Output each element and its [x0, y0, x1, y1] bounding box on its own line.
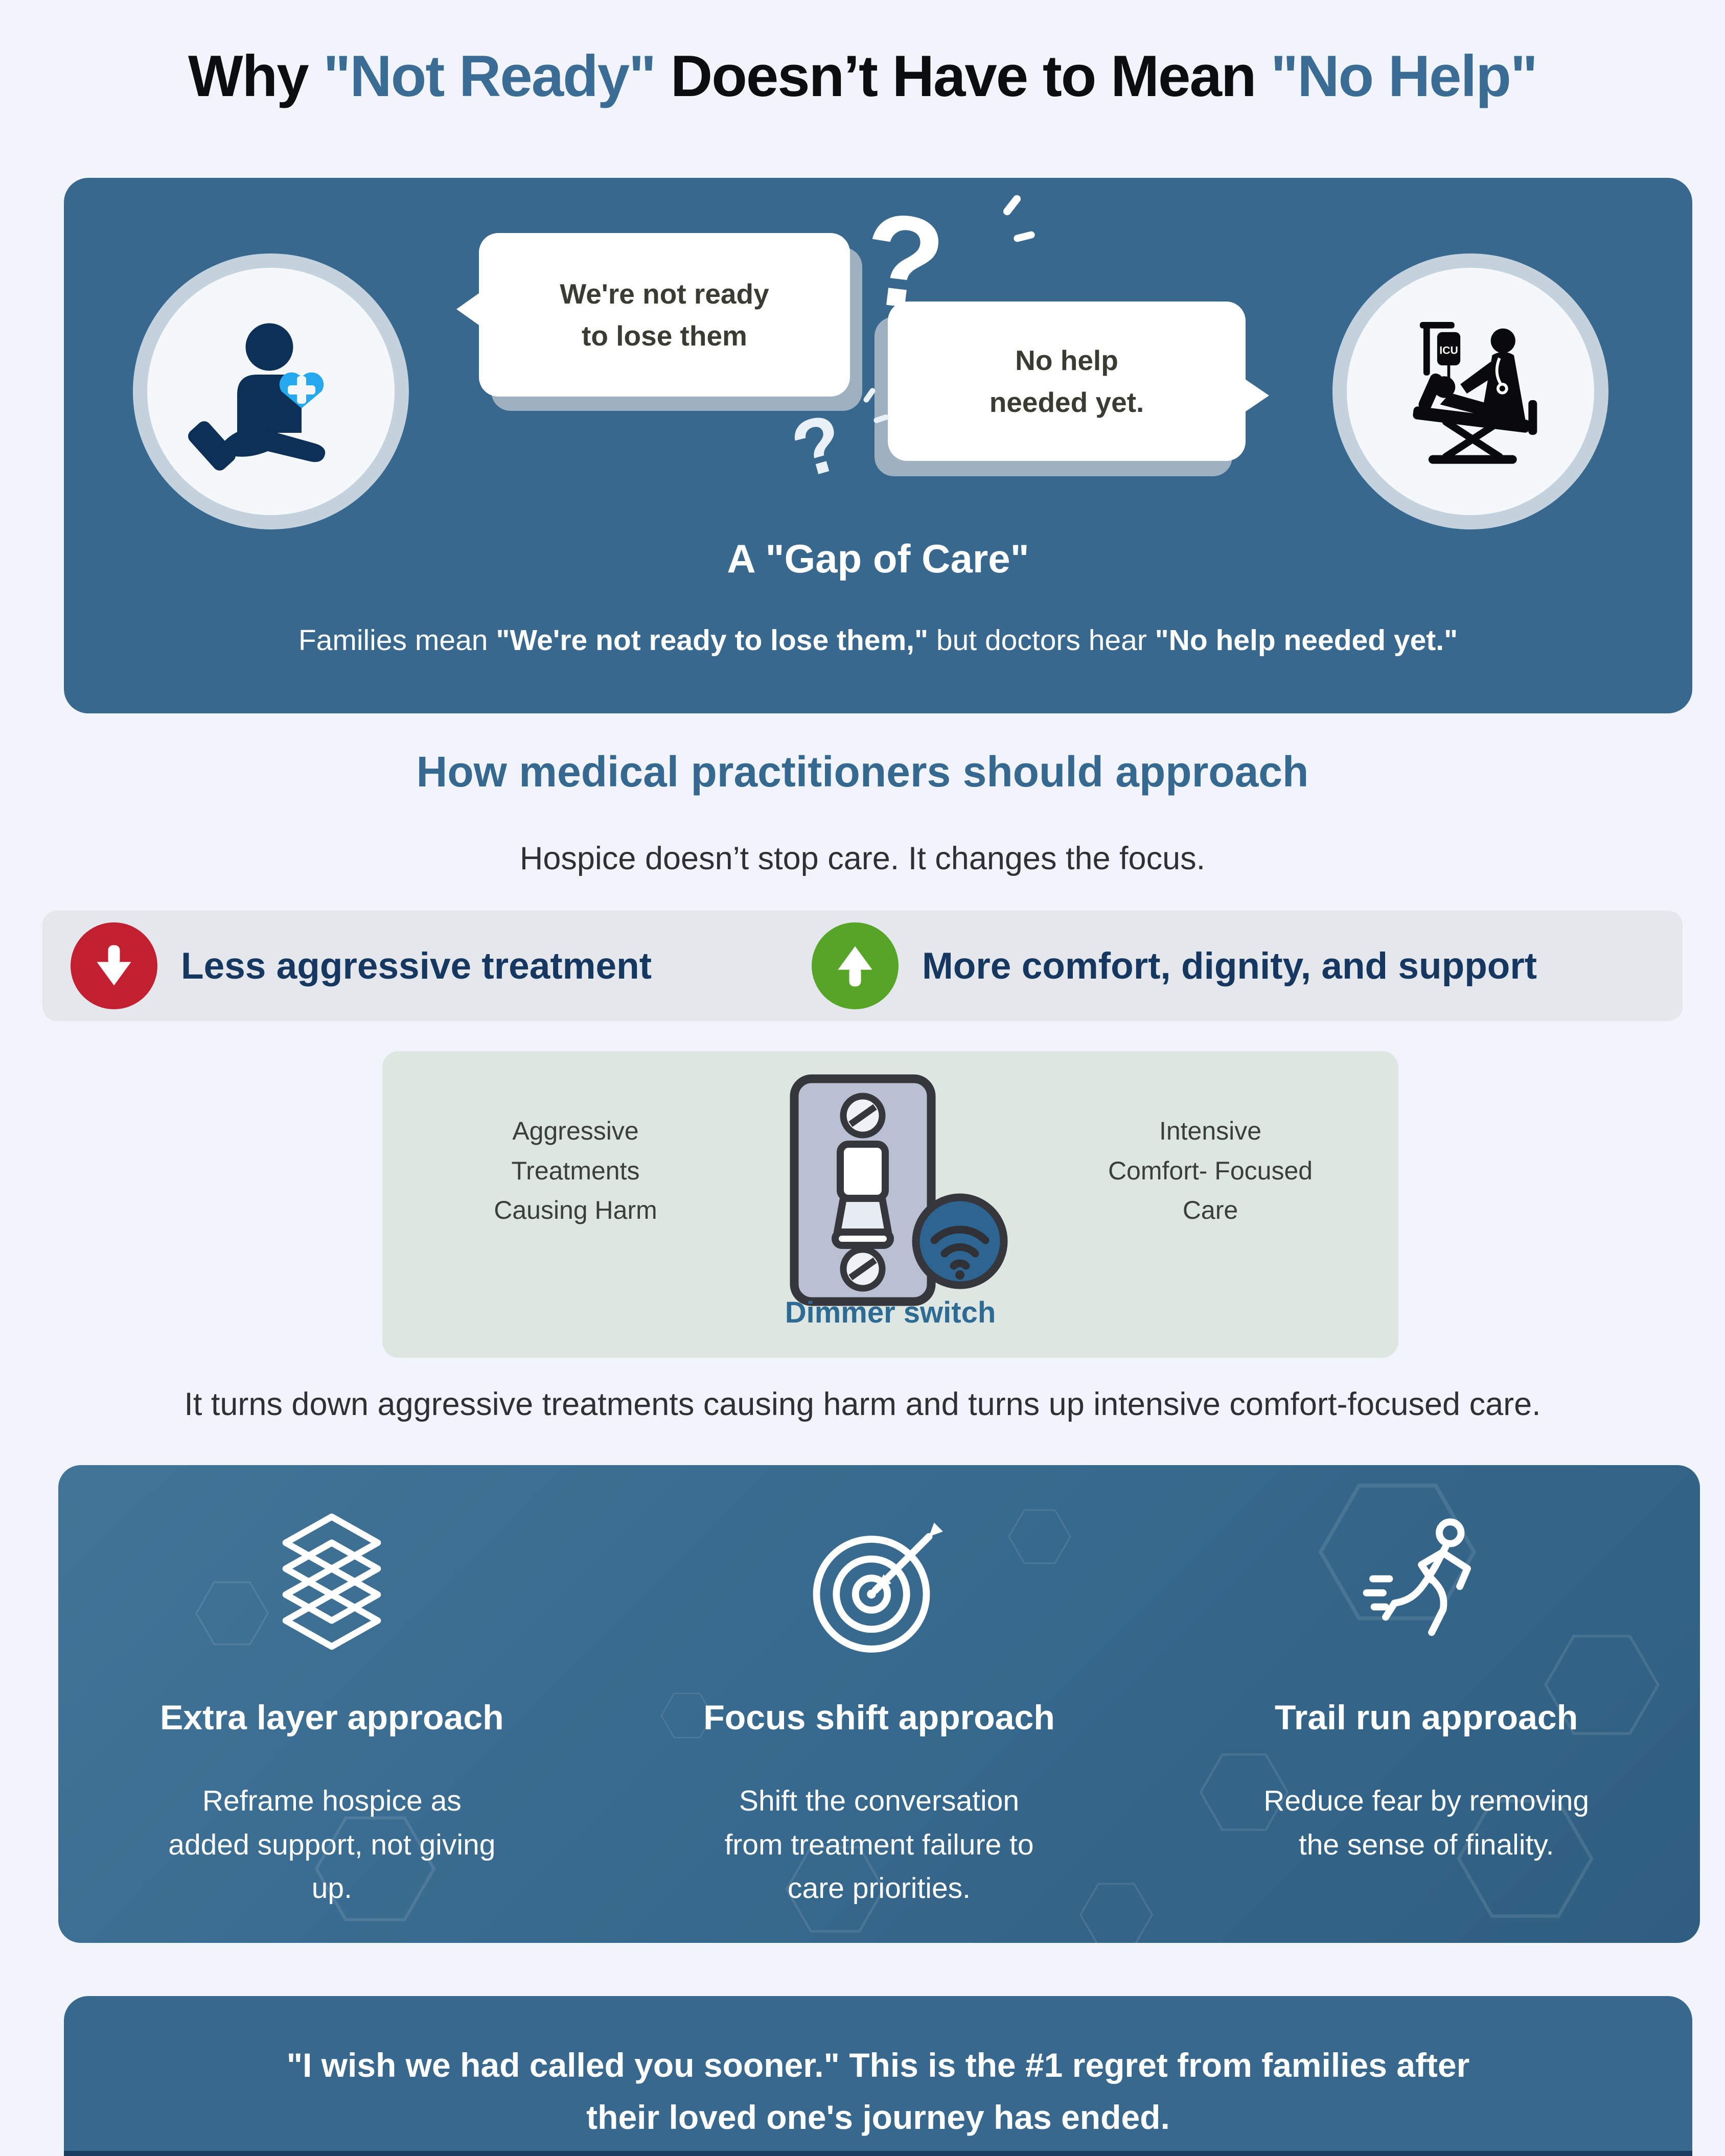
layers-icon-box: [255, 1509, 408, 1662]
left-line-3: Causing Harm: [494, 1196, 657, 1224]
approach-title: Trail run approach: [1275, 1698, 1578, 1737]
family-speech-bubble: We're not ready to lose them: [456, 233, 850, 397]
dimmer-switch-label: Dimmer switch: [785, 1296, 996, 1329]
statement-middle: but doctors hear: [928, 624, 1155, 657]
title-highlight-no-help: "No Help": [1271, 44, 1538, 109]
icu-bag-label: ICU: [1439, 344, 1458, 356]
target-arrow-icon: [813, 1522, 943, 1653]
emphasis-dash: [1001, 193, 1023, 217]
tradeoff-bar: Less aggressive treatment More comfort, …: [42, 911, 1683, 1021]
runner-icon: [1363, 1518, 1471, 1636]
target-icon-box: [802, 1509, 956, 1662]
doctor-patient-bed-icon: ICU: [1413, 322, 1537, 464]
statement-doctor-quote: "No help needed yet.": [1155, 624, 1458, 657]
title-part2: Doesn’t Have to Mean: [655, 44, 1271, 109]
dimmer-switch-icon: [790, 1074, 936, 1306]
statement-family-quote: "We're not ready to lose them,": [496, 624, 929, 657]
up-arrow-icon: [838, 946, 872, 987]
dimmer-switch-illustration: [786, 1073, 939, 1308]
emphasis-dash: [873, 413, 889, 424]
down-arrow-icon: [97, 945, 131, 986]
approaches-panel: Extra layer approach Reframe hospice as …: [58, 1465, 1700, 1943]
more-comfort-group: More comfort, dignity, and support: [812, 911, 1537, 1021]
gap-of-care-heading: A "Gap of Care": [727, 536, 1029, 581]
gap-of-care-statement: Families mean "We're not ready to lose t…: [64, 623, 1692, 657]
dimmer-explanation: It turns down aggressive treatments caus…: [184, 1386, 1541, 1422]
question-mark-icon: ?: [782, 397, 854, 495]
approach-description: Reduce fear by removing the sense of fin…: [1263, 1784, 1590, 1861]
title-part1: Why: [188, 44, 324, 109]
approach-description: Shift the conversation from treatment fa…: [724, 1784, 1034, 1905]
doctor-bubble-line1: No help: [1015, 344, 1118, 376]
left-line-2: Treatments: [511, 1156, 640, 1185]
approach-description: Reframe hospice as added support, not gi…: [168, 1784, 496, 1905]
less-treatment-group: Less aggressive treatment: [71, 911, 652, 1021]
caregiver-hand-heart-icon: [188, 323, 326, 471]
less-treatment-label: Less aggressive treatment: [181, 945, 652, 987]
approach-title: Focus shift approach: [703, 1698, 1055, 1737]
up-arrow-badge: [812, 922, 899, 1009]
dimmer-switch-card: Aggressive Treatments Causing Harm: [382, 1051, 1398, 1358]
family-circle: [133, 253, 409, 529]
approach-title: Extra layer approach: [159, 1698, 504, 1737]
title-highlight-not-ready: "Not Ready": [323, 44, 656, 109]
trail-run-column: Trail run approach Reduce fear by removi…: [1153, 1465, 1700, 1943]
wifi-icon: [912, 1193, 1008, 1289]
gap-of-care-panel: We're not ready to lose them ? No help n…: [64, 178, 1692, 713]
right-line-2: Comfort- Focused: [1108, 1156, 1313, 1185]
regret-quote-panel: "I wish we had called you sooner." This …: [64, 1996, 1692, 2156]
right-line-3: Care: [1182, 1196, 1238, 1224]
quote-line1: "I wish we had called you sooner." This …: [286, 2046, 1470, 2084]
smart-control-button: [909, 1190, 1011, 1292]
family-bubble-line1: We're not ready: [560, 277, 769, 310]
runner-icon-box: [1350, 1509, 1503, 1662]
more-comfort-label: More comfort, dignity, and support: [922, 945, 1537, 987]
bottom-divider: [64, 2151, 1692, 2156]
emphasis-dash: [862, 387, 877, 404]
medical-heart: [279, 372, 324, 408]
focus-shift-column: Focus shift approach Shift the conversat…: [606, 1465, 1153, 1943]
approach-section-heading: How medical practitioners should approac…: [416, 748, 1309, 796]
statement-lead: Families mean: [298, 624, 496, 657]
down-arrow-badge: [71, 922, 157, 1009]
comfort-care-label: Intensive Comfort- Focused Care: [1057, 1111, 1364, 1231]
emphasis-dash: [1013, 230, 1036, 243]
bubble-tail-left: [456, 292, 481, 327]
page-title: Why "Not Ready" Doesn’t Have to Mean "No…: [0, 43, 1725, 110]
extra-layer-column: Extra layer approach Reframe hospice as …: [58, 1465, 606, 1943]
right-line-1: Intensive: [1159, 1117, 1262, 1145]
quote-line2: their loved one's journey has ended.: [586, 2098, 1170, 2137]
doctor-bubble-line2: needed yet.: [989, 386, 1144, 418]
family-bubble-line2: to lose them: [582, 320, 747, 352]
bubble-tail-right: [1244, 378, 1269, 413]
left-line-1: Aggressive: [512, 1117, 639, 1145]
layers-icon: [282, 1513, 381, 1650]
regret-quote: "I wish we had called you sooner." This …: [124, 2039, 1632, 2144]
doctor-speech-bubble: No help needed yet.: [888, 302, 1269, 461]
doctor-circle: ICU: [1332, 253, 1608, 529]
approach-section-subheading: Hospice doesn’t stop care. It changes th…: [519, 841, 1206, 876]
aggressive-treatments-label: Aggressive Treatments Causing Harm: [422, 1111, 729, 1231]
hand-shape: [188, 421, 326, 471]
